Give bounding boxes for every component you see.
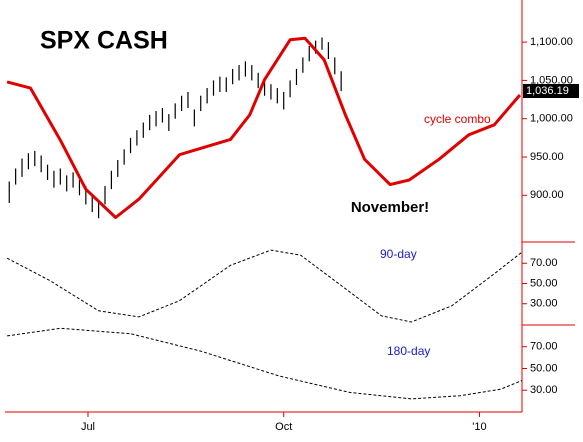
x-tick-label: Oct [275, 421, 292, 433]
y-tick-label: 30.00 [530, 298, 558, 310]
cycle-line [6, 36, 522, 219]
annotation: November! [351, 199, 429, 216]
y-tick-label: 70.00 [530, 257, 558, 269]
cycle-line [6, 249, 523, 323]
y-tick-label: 950.00 [530, 151, 564, 163]
y-tick-label: 1,050.00 [530, 74, 573, 86]
last-price-label: 1,036.19 [526, 85, 569, 97]
chart-title: SPX CASH [40, 27, 168, 55]
y-tick-label: 1,100.00 [530, 36, 573, 48]
y-tick-label: 1,000.00 [530, 113, 573, 125]
y-tick-label: 50.00 [530, 277, 558, 289]
series-label: cycle combo [424, 112, 491, 126]
series-label: 90-day [380, 247, 417, 261]
x-tick-label: '10 [472, 421, 486, 433]
y-tick-label: 900.00 [530, 189, 564, 201]
x-tick-label: Jul [81, 421, 95, 433]
y-tick-label: 30.00 [530, 384, 558, 396]
y-tick-label: 50.00 [530, 362, 558, 374]
y-tick-label: 70.00 [530, 341, 558, 353]
last-price-box [523, 83, 579, 98]
cycle-line [7, 327, 523, 400]
series-label: 180-day [387, 344, 430, 358]
